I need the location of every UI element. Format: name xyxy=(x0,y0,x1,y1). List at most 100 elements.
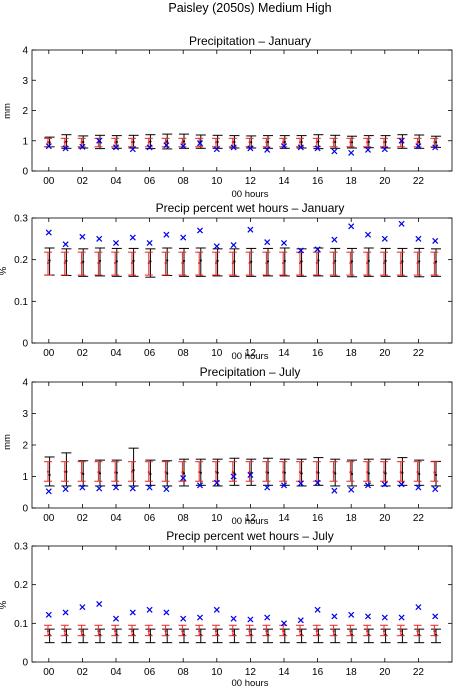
observed-marker xyxy=(331,236,338,243)
observed-marker xyxy=(314,145,321,152)
errorbar-black-mid-dot xyxy=(182,140,186,143)
errorbar-red xyxy=(262,137,271,148)
errorbar-red xyxy=(111,251,120,276)
errorbar-red xyxy=(178,251,187,276)
observed-marker-stroke xyxy=(264,239,271,246)
observed-marker xyxy=(163,231,170,238)
observed-marker-stroke xyxy=(381,481,388,488)
errorbar-red xyxy=(329,461,338,482)
observed-marker-stroke xyxy=(230,473,237,480)
observed-marker-stroke xyxy=(180,234,187,241)
observed-marker-stroke xyxy=(112,144,120,151)
observed-marker xyxy=(213,243,220,250)
errorbar-black-mid-dot xyxy=(283,259,286,263)
observed-marker xyxy=(230,242,237,249)
observed-marker xyxy=(280,620,288,627)
errorbar-black-mid-dot xyxy=(334,472,337,475)
errorbar-red-mid-dot xyxy=(147,629,150,633)
errorbar-black-mid-dot xyxy=(250,141,253,144)
x-tick-label: 04 xyxy=(110,667,122,678)
observed-marker-stroke xyxy=(112,484,120,491)
errorbar-red-mid-dot xyxy=(80,261,83,265)
observed-marker-stroke xyxy=(247,616,254,623)
observed-marker xyxy=(62,486,69,493)
errorbar-red-mid-dot xyxy=(248,141,251,144)
observed-marker-stroke xyxy=(213,479,220,486)
errorbar-red xyxy=(262,251,271,276)
panel-precip-january: Precipitation – January 00 hours mm 00 02… xyxy=(2,34,453,200)
errorbar-red-mid-dot xyxy=(315,141,318,144)
errorbar-black xyxy=(363,135,374,149)
observed-marker xyxy=(62,241,69,248)
observed-marker-stroke xyxy=(96,137,103,144)
observed-marker xyxy=(348,611,355,618)
errorbar-black-mid-dot xyxy=(350,141,354,144)
y-tick-label: 0.3 xyxy=(14,542,28,553)
observed-marker-stroke xyxy=(331,236,338,243)
errorbar-red-mid-dot xyxy=(416,141,419,144)
x-tick-label: 10 xyxy=(211,176,223,187)
observed-marker-stroke xyxy=(364,231,372,238)
observed-marker-stroke xyxy=(348,486,355,493)
observed-marker xyxy=(79,233,86,240)
errorbar-red-mid-dot xyxy=(416,629,419,633)
x-tick-label: 20 xyxy=(379,348,391,359)
errorbar-black xyxy=(212,134,223,149)
observed-marker xyxy=(331,487,338,494)
y-axis-label: % xyxy=(0,600,9,609)
observed-marker-stroke xyxy=(297,247,304,254)
observed-marker xyxy=(163,486,170,493)
observed-marker-stroke xyxy=(213,606,220,613)
observed-marker-stroke xyxy=(129,485,136,492)
errorbar-black-mid-dot xyxy=(65,470,68,473)
errorbar-red-mid-dot xyxy=(97,629,100,633)
observed-marker-stroke xyxy=(230,242,237,249)
errorbar-red xyxy=(346,624,355,637)
errorbar-red-mid-dot xyxy=(433,629,436,633)
errorbar-red-mid-dot xyxy=(130,629,134,633)
errorbar-red xyxy=(346,461,355,482)
errorbar-black xyxy=(179,247,189,277)
observed-marker xyxy=(348,149,355,156)
errorbar-red-mid-dot xyxy=(214,141,218,144)
errorbar-red xyxy=(128,624,136,637)
errorbar-red-mid-dot xyxy=(97,261,100,265)
x-tick-label: 12 xyxy=(245,348,257,359)
errorbar-red xyxy=(228,251,237,276)
observed-marker-stroke xyxy=(297,480,304,487)
errorbar-red xyxy=(262,461,271,482)
x-tick-label: 06 xyxy=(144,348,156,359)
errorbar-red xyxy=(77,624,86,637)
errorbar-red xyxy=(212,624,220,637)
errorbar-red xyxy=(195,251,204,276)
errorbar-black xyxy=(61,248,72,276)
errorbar-red xyxy=(161,624,170,637)
observed-marker-stroke xyxy=(146,606,153,613)
errorbar-black-mid-dot xyxy=(216,259,219,263)
panel-title: Precip percent wet hours – January xyxy=(156,201,345,215)
observed-marker xyxy=(163,609,170,616)
errorbar-red-mid-dot xyxy=(282,629,285,633)
errorbar-red-mid-dot xyxy=(46,629,50,633)
errorbar-red xyxy=(396,624,405,637)
observed-marker xyxy=(96,485,103,492)
errorbar-red-mid-dot xyxy=(366,470,369,474)
x-tick-label: 08 xyxy=(178,348,190,359)
errorbar-black-mid-dot xyxy=(367,472,370,475)
observed-marker-stroke xyxy=(62,241,69,248)
observed-marker xyxy=(112,239,120,247)
errorbar-red-mid-dot xyxy=(282,141,285,144)
errorbar-red-mid-dot xyxy=(315,629,318,633)
errorbar-red xyxy=(430,251,439,276)
observed-marker xyxy=(247,226,254,233)
errorbar-black-mid-dot xyxy=(65,259,68,263)
observed-marker xyxy=(364,613,372,620)
errorbar-red-mid-dot xyxy=(46,261,50,265)
observed-marker xyxy=(432,486,439,493)
errorbar-black xyxy=(128,247,139,277)
errorbar-red xyxy=(60,461,69,482)
errorbar-red xyxy=(396,251,405,276)
errorbar-red xyxy=(245,251,254,276)
errorbar-red xyxy=(144,624,153,637)
errorbar-red-mid-dot xyxy=(315,261,318,265)
